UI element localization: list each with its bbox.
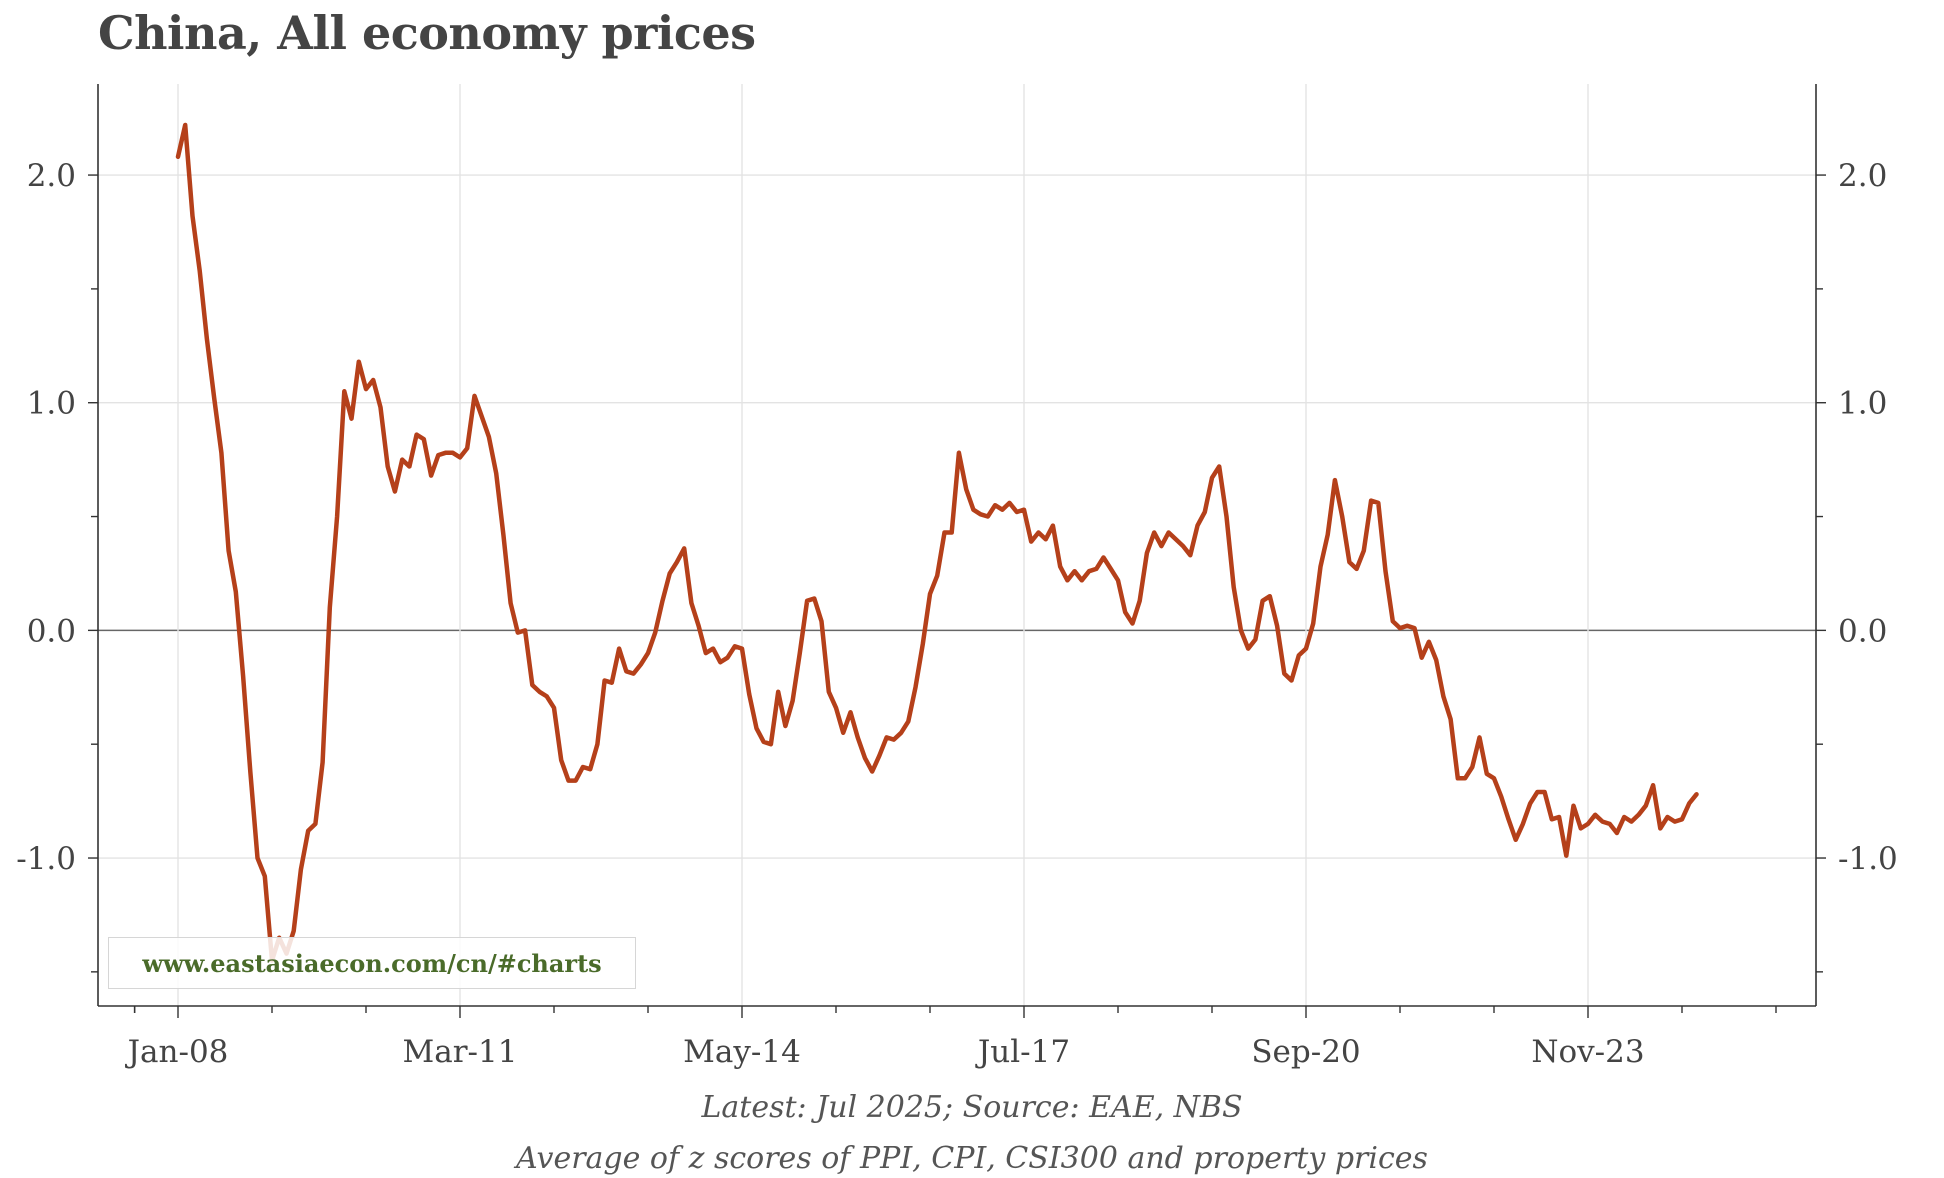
y-tick-label-left: -1.0 bbox=[16, 841, 76, 877]
x-tick-label: Jan-08 bbox=[125, 1034, 229, 1070]
y-tick-label-left: 2.0 bbox=[27, 158, 76, 194]
x-tick-label: Sep-20 bbox=[1251, 1034, 1360, 1070]
x-tick-label: Jul-17 bbox=[975, 1034, 1070, 1070]
watermark-link[interactable]: www.eastasiaecon.com/cn/#charts bbox=[142, 948, 602, 978]
x-tick-label: Nov-23 bbox=[1531, 1034, 1644, 1070]
y-tick-label-right: 1.0 bbox=[1838, 386, 1887, 422]
y-tick-label-left: 1.0 bbox=[27, 386, 76, 422]
y-tick-label-right: 2.0 bbox=[1838, 158, 1887, 194]
watermark: www.eastasiaecon.com/cn/#charts bbox=[108, 937, 636, 989]
chart-title: China, All economy prices bbox=[98, 6, 756, 60]
y-tick-label-right: -1.0 bbox=[1838, 841, 1898, 877]
x-tick-label: May-14 bbox=[683, 1034, 801, 1070]
series-line bbox=[175, 122, 1699, 963]
source-note: Latest: Jul 2025; Source: EAE, NBS bbox=[701, 1090, 1243, 1125]
y-tick-label-right: 0.0 bbox=[1838, 613, 1887, 649]
description-note: Average of z scores of PPI, CPI, CSI300 … bbox=[516, 1141, 1428, 1176]
x-tick-label: Mar-11 bbox=[403, 1034, 518, 1070]
y-tick-label-left: 0.0 bbox=[27, 613, 76, 649]
